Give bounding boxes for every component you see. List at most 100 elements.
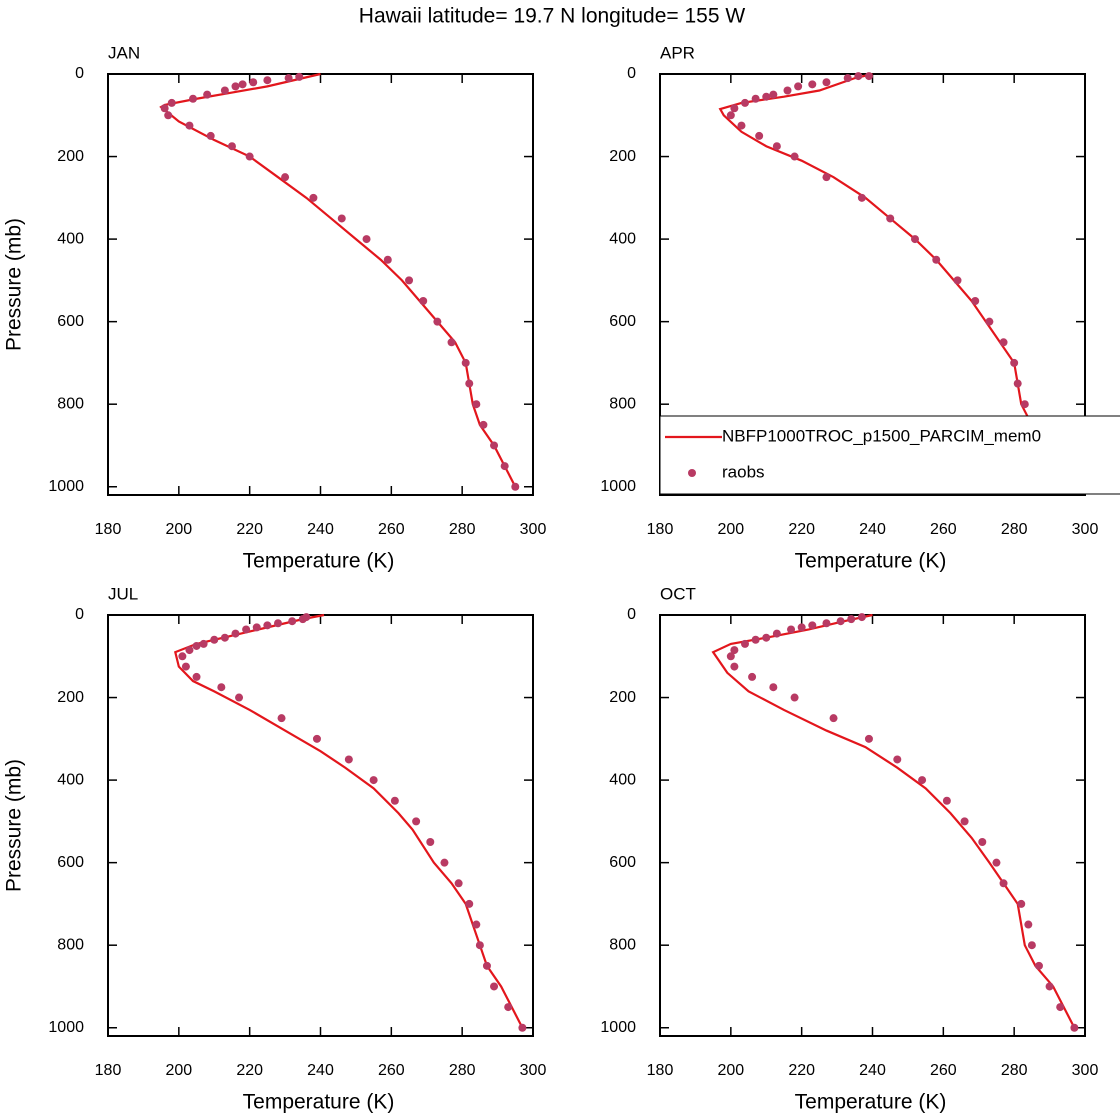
obs-point (426, 838, 435, 847)
panel-title: JUL (108, 584, 138, 603)
plot-frame (107, 73, 534, 496)
obs-point (383, 255, 392, 264)
obs-point (932, 255, 941, 264)
obs-point (472, 920, 481, 929)
obs-point (231, 629, 240, 638)
obs-point (295, 72, 304, 81)
panel-title: OCT (660, 584, 696, 603)
x-tick-label: 180 (647, 521, 674, 538)
y-tick-label: 800 (57, 395, 84, 412)
obs-point (847, 615, 856, 624)
x-tick-label: 200 (717, 1062, 744, 1079)
y-tick-label: 1000 (48, 478, 84, 495)
obs-point (461, 358, 470, 367)
obs-point (405, 276, 414, 285)
y-tick-label: 200 (609, 148, 636, 165)
obs-point (836, 617, 845, 626)
obs-point (783, 86, 792, 95)
obs-point (482, 961, 491, 970)
obs-point (808, 621, 817, 630)
obs-point (454, 879, 463, 888)
x-tick-label: 180 (95, 521, 122, 538)
obs-point (238, 80, 247, 89)
y-tick-label: 0 (75, 65, 84, 82)
obs-point (971, 297, 980, 306)
obs-point (390, 796, 399, 805)
x-axis-label: Temperature (K) (243, 550, 395, 573)
y-tick-label: 800 (57, 936, 84, 953)
obs-point (741, 639, 749, 648)
obs-point (369, 776, 378, 785)
x-tick-label: 300 (1072, 1062, 1099, 1079)
obs-point (231, 82, 240, 91)
x-tick-label: 220 (788, 521, 815, 538)
obs-point (1013, 379, 1022, 388)
obs-point (504, 1003, 513, 1012)
obs-point (1034, 961, 1043, 970)
y-axis-label: Pressure (mb) (3, 218, 26, 351)
obs-point (960, 817, 969, 826)
obs-point (1010, 358, 1019, 367)
y-tick-label: 600 (609, 854, 636, 871)
obs-point (302, 613, 311, 622)
x-tick-label: 240 (307, 521, 334, 538)
obs-point (864, 734, 873, 743)
obs-point (249, 78, 258, 87)
obs-point (978, 838, 987, 847)
y-tick-label: 0 (627, 65, 636, 82)
legend-label: NBFP1000TROC_p1500_PARCIM_mem0 (722, 426, 1041, 445)
legend-label: raobs (722, 462, 765, 481)
obs-point (1056, 1003, 1065, 1012)
obs-point (772, 142, 781, 151)
obs-point (160, 104, 169, 113)
obs-point (344, 755, 353, 764)
obs-point (277, 714, 286, 723)
obs-point (730, 662, 739, 671)
x-tick-label: 260 (378, 521, 405, 538)
obs-point (794, 82, 803, 91)
y-tick-label: 1000 (48, 1019, 84, 1036)
obs-point (953, 276, 962, 285)
obs-point (312, 734, 321, 743)
obs-point (206, 131, 215, 140)
x-tick-label: 300 (1072, 521, 1099, 538)
y-tick-label: 200 (609, 689, 636, 706)
obs-point (755, 131, 764, 140)
obs-point (918, 776, 927, 785)
y-tick-label: 800 (609, 936, 636, 953)
obs-point (911, 235, 919, 244)
y-tick-label: 400 (609, 230, 636, 247)
obs-point (787, 625, 796, 634)
x-axis-label: Temperature (K) (795, 550, 947, 573)
obs-point (854, 72, 863, 81)
obs-point (762, 92, 771, 101)
obs-point (822, 619, 831, 628)
y-axis-label: Pressure (mb) (3, 759, 26, 892)
plot-frame (107, 614, 534, 1037)
y-tick-label: 800 (609, 395, 636, 412)
profile-line (711, 613, 1076, 1029)
obs-point (829, 714, 838, 723)
obs-point (822, 173, 831, 182)
x-tick-label: 280 (1001, 1062, 1028, 1079)
obs-point (217, 683, 226, 692)
obs-point (263, 621, 272, 630)
x-tick-label: 280 (449, 1062, 476, 1079)
obs-point (475, 941, 484, 950)
obs-point (1045, 982, 1054, 991)
y-tick-label: 600 (57, 854, 84, 871)
obs-point (227, 142, 236, 151)
obs-point (337, 214, 346, 223)
obs-point (164, 111, 173, 120)
obs-point (210, 635, 219, 644)
y-tick-label: 200 (57, 148, 84, 165)
x-tick-label: 240 (859, 1062, 886, 1079)
figure-title: Hawaii latitude= 19.7 N longitude= 155 W (359, 5, 746, 28)
y-tick-label: 1000 (600, 478, 636, 495)
obs-point (281, 173, 290, 182)
y-tick-label: 600 (57, 313, 84, 330)
obs-point (511, 482, 520, 491)
profile-line (173, 613, 524, 1029)
obs-point (192, 641, 201, 650)
